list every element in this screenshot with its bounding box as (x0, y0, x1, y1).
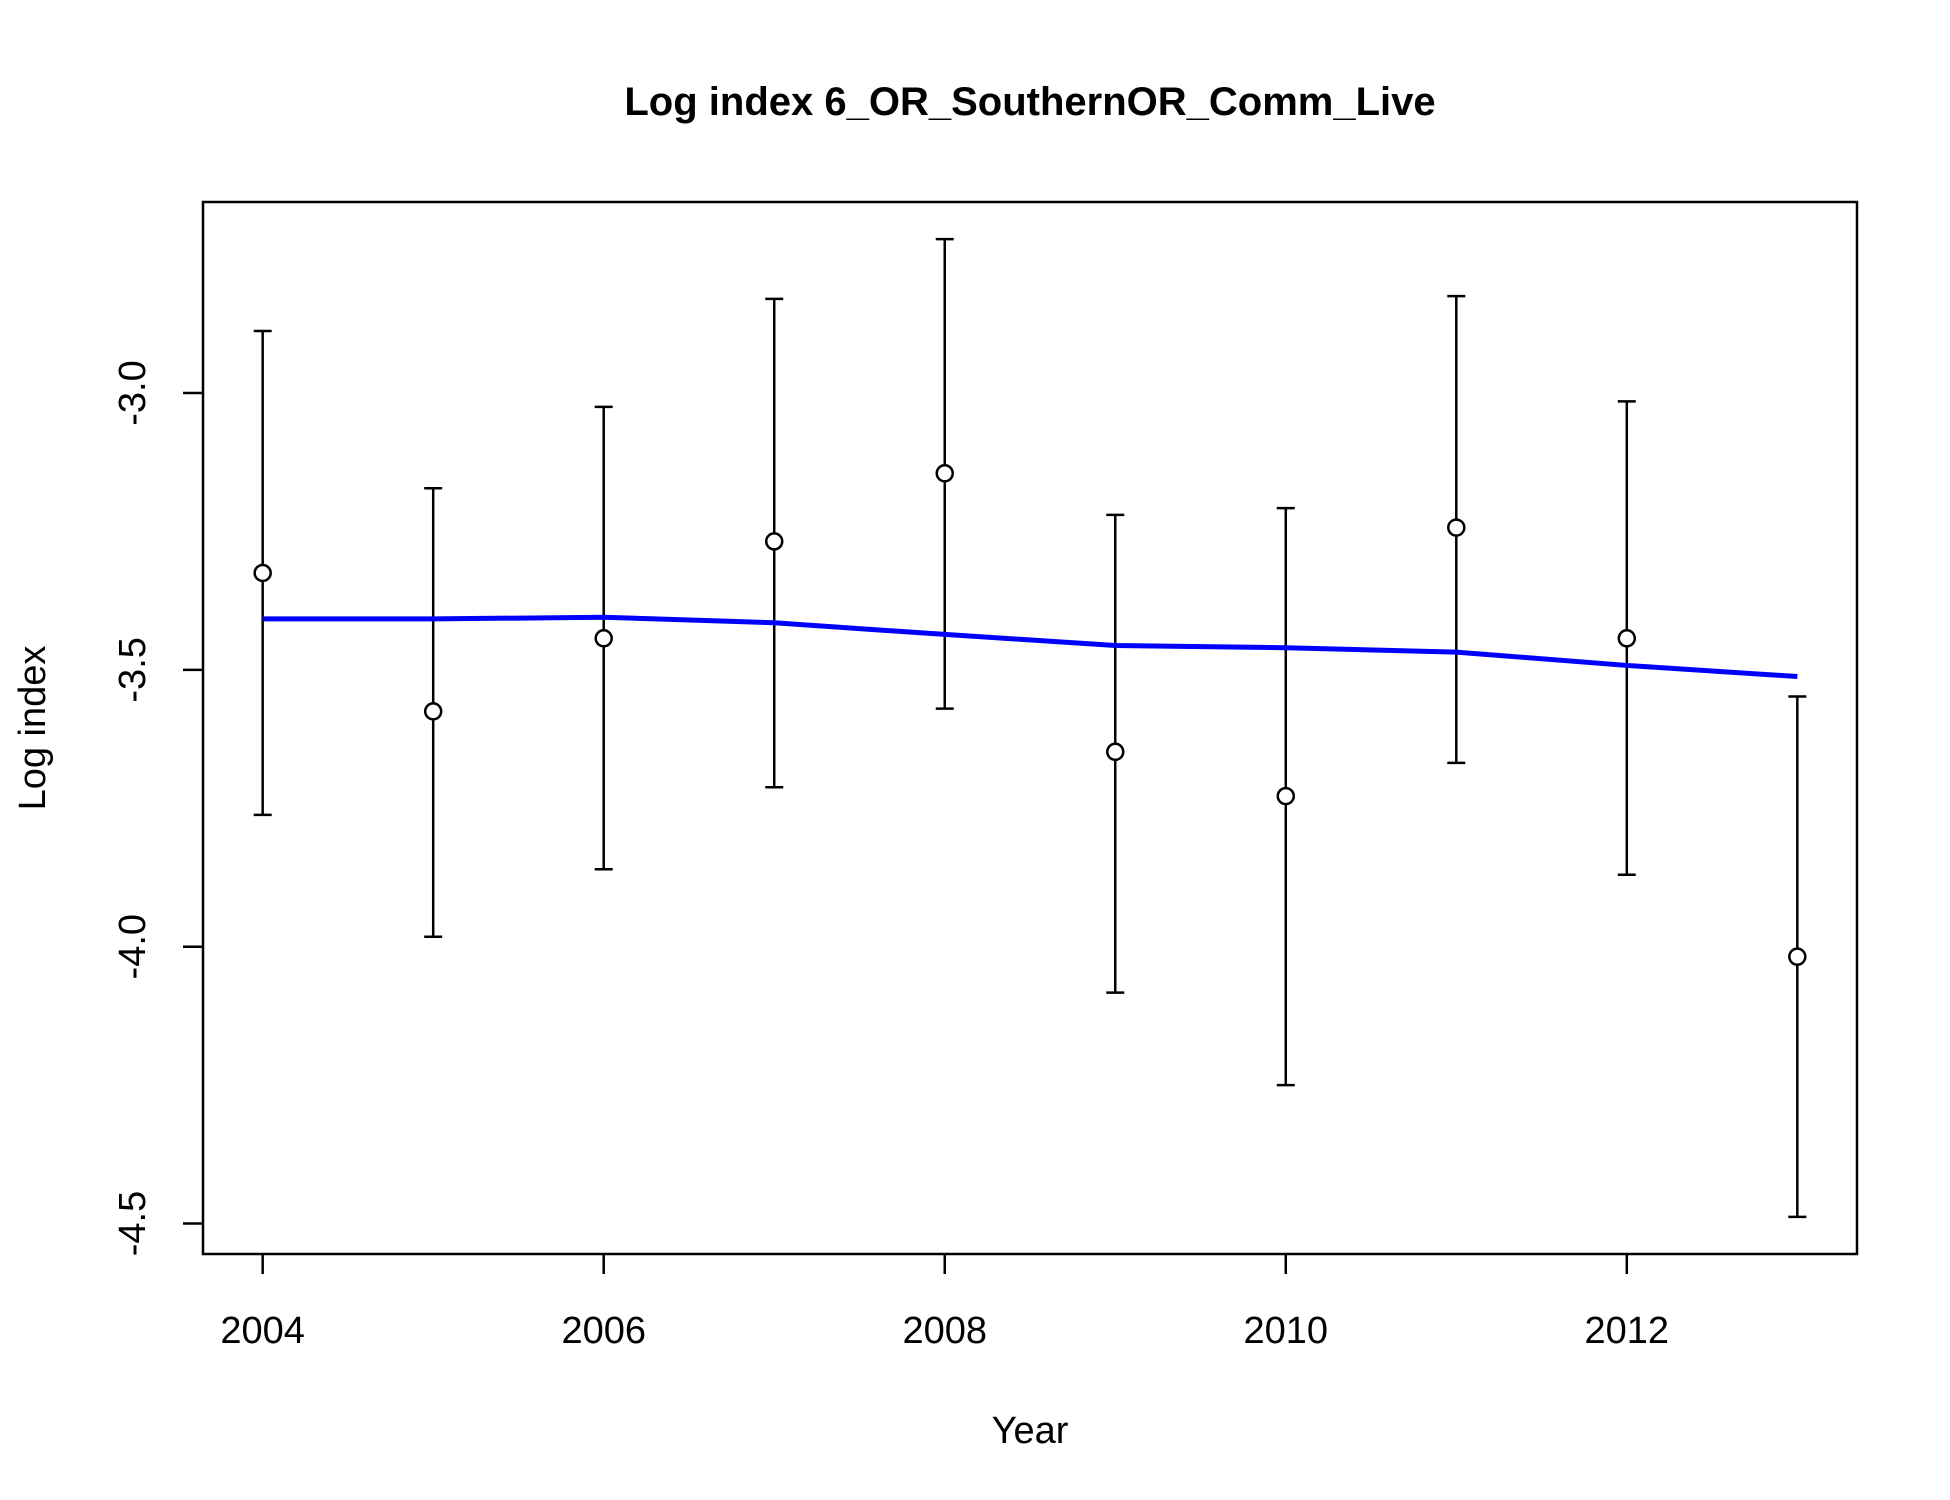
data-points (253, 464, 1807, 966)
x-tick-label: 2012 (1585, 1310, 1670, 1352)
plot-frame (201, 200, 1859, 1256)
x-tick-label: 2010 (1243, 1310, 1328, 1352)
x-tick-label: 2008 (902, 1310, 987, 1352)
data-point (1106, 742, 1125, 762)
x-axis-label: Year (992, 1410, 1069, 1452)
data-point (594, 629, 613, 648)
data-point (1788, 947, 1807, 966)
y-tick-label: -4.5 (112, 1191, 154, 1256)
data-point (423, 702, 443, 721)
data-point (935, 464, 954, 483)
data-point (764, 532, 784, 551)
data-point (1276, 786, 1296, 806)
chart-title: Log index 6_OR_SouthernOR_Comm_Live (624, 80, 1435, 124)
y-tick-label: -3.5 (112, 637, 154, 702)
data-point (253, 563, 272, 583)
x-axis: 2004 2006 2008 2010 2012 (220, 1254, 1669, 1352)
error-bars (253, 237, 1807, 1219)
y-tick-label: -4.0 (112, 914, 154, 979)
y-tick-label: -3.0 (112, 360, 154, 425)
x-tick-label: 2006 (561, 1310, 646, 1352)
data-point (1617, 629, 1637, 648)
y-axis-label: Log index (12, 646, 54, 811)
fit-line (262, 614, 1798, 680)
data-point (1447, 518, 1466, 537)
x-tick-label: 2004 (220, 1310, 305, 1352)
fit-line-path (262, 614, 1798, 680)
y-axis: -3.0 -3.5 -4.0 -4.5 (112, 360, 203, 1256)
